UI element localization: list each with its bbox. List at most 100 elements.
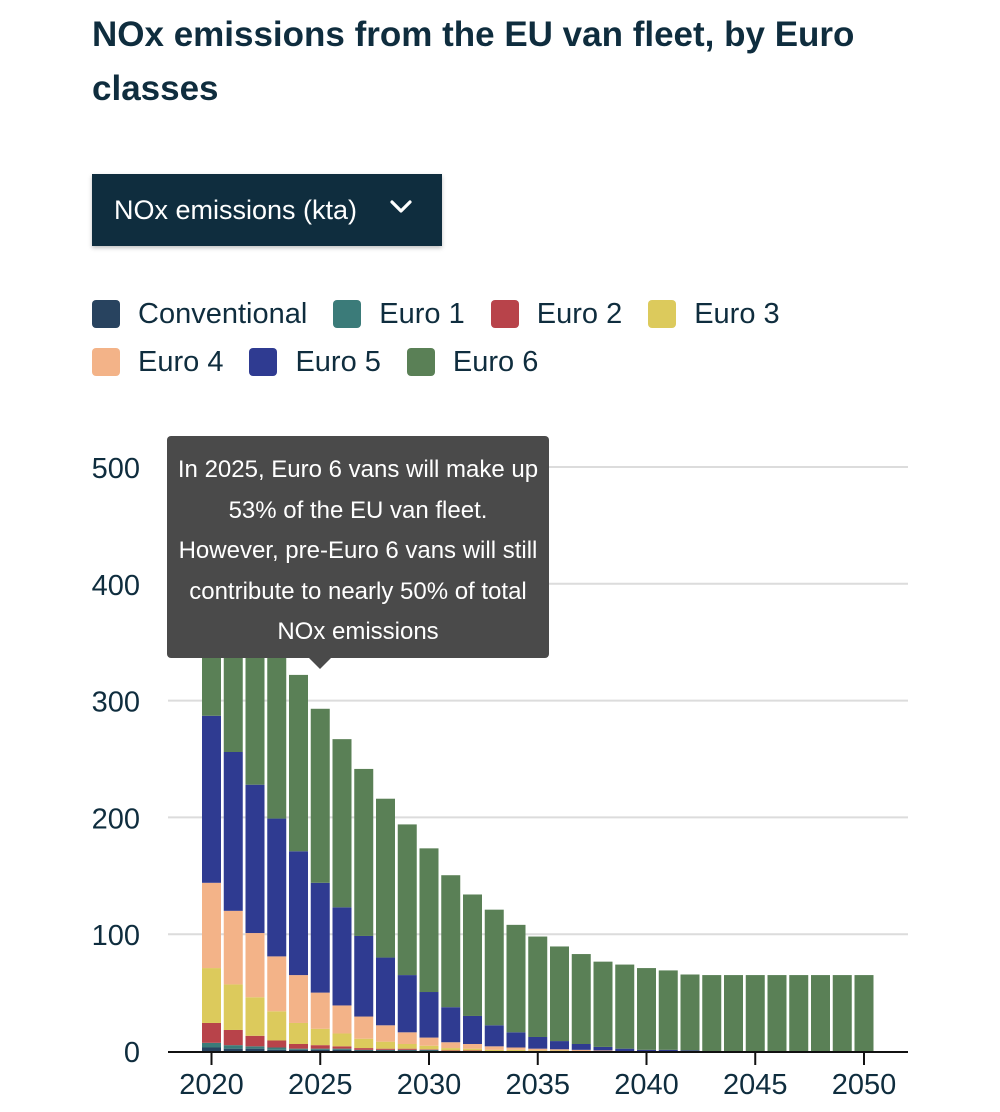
bar-segment-euro-6-2029[interactable] <box>397 824 417 976</box>
bar-segment-euro-5-2040[interactable] <box>637 1049 656 1051</box>
bar-segment-euro-6-2036[interactable] <box>550 946 569 1042</box>
bar-segment-euro-4-2038[interactable] <box>593 1050 613 1051</box>
bar-segment-euro-3-2025[interactable] <box>310 1028 330 1046</box>
bar-segment-euro-5-2042[interactable] <box>680 1050 700 1051</box>
bar-segment-euro-6-2041[interactable] <box>658 970 678 1050</box>
bar-segment-euro-1-2030[interactable] <box>419 1049 439 1051</box>
metric-dropdown[interactable]: NOx emissions (kta) <box>92 174 442 246</box>
bar-segment-euro-2-2021[interactable] <box>223 1029 243 1046</box>
bar-segment-euro-3-2021[interactable] <box>223 984 243 1030</box>
bar-segment-euro-5-2027[interactable] <box>354 935 374 1017</box>
legend-item-euro-3[interactable]: Euro 3 <box>648 298 780 331</box>
bar-segment-euro-4-2030[interactable] <box>419 1037 439 1046</box>
bar-segment-euro-6-2039[interactable] <box>615 964 635 1049</box>
bar-segment-euro-4-2024[interactable] <box>289 975 308 1023</box>
legend-item-conventional[interactable]: Conventional <box>92 298 307 331</box>
bar-segment-euro-3-2035[interactable] <box>528 1050 548 1051</box>
bar-segment-euro-1-2021[interactable] <box>223 1045 243 1049</box>
bar-segment-euro-5-2029[interactable] <box>397 975 417 1033</box>
bar-segment-euro-6-2043[interactable] <box>702 975 722 1051</box>
bar-segment-euro-5-2031[interactable] <box>441 1007 461 1043</box>
legend-item-euro-2[interactable]: Euro 2 <box>490 298 622 331</box>
bar-segment-euro-3-2022[interactable] <box>245 997 265 1036</box>
bar-segment-euro-5-2025[interactable] <box>310 882 330 993</box>
bar-segment-euro-2-2027[interactable] <box>354 1048 374 1050</box>
bar-segment-euro-2-2028[interactable] <box>376 1048 395 1050</box>
bar-segment-euro-5-2023[interactable] <box>267 818 287 957</box>
bar-segment-euro-6-2048[interactable] <box>811 975 830 1051</box>
bar-segment-euro-5-2020[interactable] <box>202 715 221 883</box>
bar-segment-euro-2-2024[interactable] <box>289 1043 308 1049</box>
bar-segment-euro-6-2032[interactable] <box>463 894 482 1016</box>
bar-segment-conventional-2022[interactable] <box>245 1048 265 1051</box>
bar-segment-euro-4-2033[interactable] <box>484 1046 504 1050</box>
bar-segment-euro-4-2035[interactable] <box>528 1048 548 1051</box>
bar-segment-euro-6-2024[interactable] <box>289 674 308 852</box>
bar-segment-euro-6-2037[interactable] <box>571 954 591 1044</box>
bar-segment-euro-5-2041[interactable] <box>658 1049 678 1051</box>
bar-segment-euro-4-2028[interactable] <box>376 1025 395 1042</box>
bar-segment-conventional-2025[interactable] <box>310 1049 330 1051</box>
bar-segment-euro-2-2029[interactable] <box>397 1048 417 1050</box>
bar-segment-euro-6-2049[interactable] <box>832 975 852 1051</box>
bar-segment-euro-6-2038[interactable] <box>593 961 613 1047</box>
bar-segment-euro-6-2030[interactable] <box>419 848 439 993</box>
bar-segment-euro-6-2031[interactable] <box>441 875 461 1008</box>
bar-segment-euro-6-2026[interactable] <box>332 739 352 908</box>
bar-segment-euro-5-2021[interactable] <box>223 751 243 911</box>
bar-segment-euro-3-2023[interactable] <box>267 1011 287 1041</box>
bar-segment-euro-1-2022[interactable] <box>245 1046 265 1049</box>
bar-segment-euro-4-2032[interactable] <box>463 1043 482 1049</box>
bar-segment-euro-6-2035[interactable] <box>528 936 548 1037</box>
bar-segment-euro-2-2026[interactable] <box>332 1046 352 1049</box>
bar-segment-euro-1-2020[interactable] <box>202 1042 221 1048</box>
bar-segment-euro-4-2027[interactable] <box>354 1016 374 1039</box>
bar-segment-euro-5-2028[interactable] <box>376 957 395 1026</box>
bar-segment-conventional-2024[interactable] <box>289 1049 308 1051</box>
bar-segment-euro-3-2036[interactable] <box>550 1050 569 1051</box>
bar-segment-euro-6-2044[interactable] <box>724 975 743 1051</box>
bar-segment-euro-2-2032[interactable] <box>463 1050 482 1051</box>
bar-segment-euro-5-2022[interactable] <box>245 784 265 934</box>
bar-segment-euro-6-2040[interactable] <box>637 968 656 1050</box>
bar-segment-euro-2-2020[interactable] <box>202 1022 221 1043</box>
bar-segment-euro-6-2042[interactable] <box>680 974 700 1051</box>
bar-segment-euro-3-2028[interactable] <box>376 1041 395 1049</box>
bar-segment-euro-4-2021[interactable] <box>223 910 243 985</box>
bar-segment-conventional-2021[interactable] <box>223 1048 243 1051</box>
bar-segment-euro-1-2027[interactable] <box>354 1049 374 1051</box>
bar-segment-euro-4-2023[interactable] <box>267 956 287 1012</box>
bar-segment-euro-5-2034[interactable] <box>506 1032 526 1048</box>
bar-segment-euro-6-2033[interactable] <box>484 909 504 1026</box>
bar-segment-euro-3-2033[interactable] <box>484 1049 504 1051</box>
bar-segment-euro-3-2024[interactable] <box>289 1022 308 1044</box>
bar-segment-euro-2-2030[interactable] <box>419 1049 439 1050</box>
bar-segment-euro-6-2047[interactable] <box>789 975 809 1051</box>
bar-segment-euro-6-2034[interactable] <box>506 924 526 1033</box>
bar-segment-euro-5-2026[interactable] <box>332 907 352 1006</box>
bar-segment-conventional-2027[interactable] <box>354 1050 374 1051</box>
bar-segment-euro-6-2027[interactable] <box>354 768 374 936</box>
bar-segment-euro-3-2027[interactable] <box>354 1038 374 1049</box>
bar-segment-euro-3-2030[interactable] <box>419 1045 439 1050</box>
legend-item-euro-4[interactable]: Euro 4 <box>92 346 223 379</box>
bar-segment-euro-3-2026[interactable] <box>332 1033 352 1047</box>
bar-segment-euro-3-2031[interactable] <box>441 1048 461 1051</box>
bar-segment-euro-5-2030[interactable] <box>419 992 439 1038</box>
bar-segment-euro-5-2036[interactable] <box>550 1041 569 1050</box>
bar-segment-euro-5-2037[interactable] <box>571 1043 591 1050</box>
bar-segment-euro-5-2033[interactable] <box>484 1025 504 1047</box>
bar-segment-euro-1-2026[interactable] <box>332 1048 352 1050</box>
legend-item-euro-6[interactable]: Euro 6 <box>406 346 538 379</box>
bar-segment-euro-6-2046[interactable] <box>767 975 787 1051</box>
bar-segment-euro-3-2032[interactable] <box>463 1048 482 1051</box>
bar-segment-euro-1-2023[interactable] <box>267 1047 287 1050</box>
legend-item-euro-1[interactable]: Euro 1 <box>333 298 465 331</box>
bar-segment-euro-4-2020[interactable] <box>202 882 221 969</box>
bar-segment-euro-5-2024[interactable] <box>289 851 308 976</box>
bar-segment-euro-4-2031[interactable] <box>441 1042 461 1049</box>
bar-segment-conventional-2020[interactable] <box>202 1047 221 1051</box>
bar-segment-euro-1-2029[interactable] <box>397 1049 417 1051</box>
bar-segment-euro-3-2034[interactable] <box>506 1049 526 1051</box>
bar-segment-euro-1-2024[interactable] <box>289 1048 308 1050</box>
